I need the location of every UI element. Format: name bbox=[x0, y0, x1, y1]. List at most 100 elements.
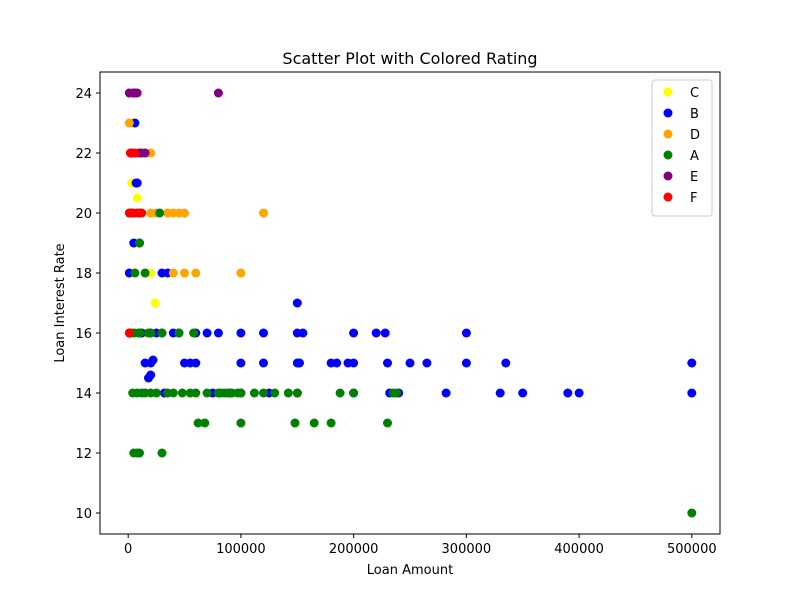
data-point bbox=[563, 388, 573, 398]
y-tick-label: 10 bbox=[75, 507, 92, 522]
points-layer bbox=[124, 88, 697, 518]
data-point bbox=[168, 388, 178, 398]
y-tick-label: 22 bbox=[75, 147, 92, 162]
data-point bbox=[332, 358, 342, 368]
data-point bbox=[146, 328, 156, 338]
data-point bbox=[146, 370, 156, 380]
y-tick-label: 18 bbox=[75, 267, 92, 282]
data-point bbox=[180, 268, 189, 278]
x-tick-label: 100000 bbox=[216, 542, 266, 557]
legend-label: D bbox=[690, 128, 700, 143]
data-point bbox=[349, 388, 359, 398]
data-point bbox=[236, 388, 246, 398]
data-point bbox=[191, 388, 201, 398]
series-B bbox=[124, 118, 697, 398]
legend-marker bbox=[663, 150, 673, 160]
data-point bbox=[236, 358, 246, 368]
data-point bbox=[298, 328, 308, 338]
data-point bbox=[687, 508, 697, 518]
data-point bbox=[270, 388, 280, 398]
data-point bbox=[335, 388, 345, 398]
data-point bbox=[135, 328, 144, 338]
data-point bbox=[157, 328, 167, 338]
legend-marker bbox=[663, 108, 673, 118]
data-point bbox=[157, 448, 167, 458]
y-tick-label: 14 bbox=[75, 387, 92, 402]
legend-label: C bbox=[690, 86, 699, 101]
data-point bbox=[132, 88, 142, 98]
data-point bbox=[290, 418, 300, 428]
legend-label: F bbox=[690, 191, 697, 206]
data-point bbox=[283, 388, 293, 398]
legend-marker bbox=[663, 171, 673, 181]
data-point bbox=[392, 388, 401, 398]
data-point bbox=[371, 328, 381, 338]
data-point bbox=[259, 358, 268, 368]
data-point bbox=[236, 328, 246, 338]
data-point bbox=[174, 328, 184, 338]
data-point bbox=[422, 358, 432, 368]
x-tick-label: 300000 bbox=[442, 542, 492, 557]
data-point bbox=[130, 148, 140, 158]
data-point bbox=[383, 418, 392, 428]
y-axis-label: Loan Interest Rate bbox=[53, 243, 68, 362]
data-point bbox=[236, 418, 246, 428]
data-point bbox=[380, 328, 390, 338]
data-point bbox=[687, 388, 697, 398]
data-point bbox=[461, 358, 471, 368]
legend-label: E bbox=[690, 170, 698, 185]
data-point bbox=[259, 388, 268, 398]
data-point bbox=[168, 268, 178, 278]
legend-marker bbox=[663, 129, 673, 139]
data-point bbox=[140, 148, 150, 158]
data-point bbox=[383, 358, 392, 368]
data-point bbox=[349, 328, 359, 338]
y-tick-label: 16 bbox=[75, 327, 92, 342]
legend-marker bbox=[663, 87, 673, 97]
x-axis-label: Loan Amount bbox=[367, 563, 453, 578]
data-point bbox=[151, 388, 161, 398]
axes-layer: 0 100000 200000 300000 400000 500000 10 12 14 16 1… bbox=[75, 71, 721, 557]
data-point bbox=[137, 208, 147, 218]
data-point bbox=[518, 388, 528, 398]
data-point bbox=[495, 388, 505, 398]
data-point bbox=[213, 328, 223, 338]
data-point bbox=[349, 358, 359, 368]
data-point bbox=[124, 118, 134, 128]
data-point bbox=[135, 448, 144, 458]
data-point bbox=[140, 268, 150, 278]
data-point bbox=[191, 268, 201, 278]
chart-title: Scatter Plot with Colored Rating bbox=[282, 49, 537, 68]
x-tick-label: 500000 bbox=[667, 542, 717, 557]
data-point bbox=[259, 328, 268, 338]
data-point bbox=[177, 388, 187, 398]
data-point bbox=[326, 418, 336, 428]
data-point bbox=[213, 88, 223, 98]
data-point bbox=[124, 328, 134, 338]
data-point bbox=[292, 388, 302, 398]
x-tick-label: 400000 bbox=[554, 542, 604, 557]
series-F bbox=[124, 148, 147, 338]
x-tick-label: 200000 bbox=[329, 542, 379, 557]
data-point bbox=[189, 328, 199, 338]
data-point bbox=[295, 358, 304, 368]
y-tick-label: 24 bbox=[75, 87, 92, 102]
data-point bbox=[687, 358, 697, 368]
data-point bbox=[441, 388, 451, 398]
legend-label: B bbox=[690, 107, 699, 122]
data-point bbox=[405, 358, 415, 368]
data-point bbox=[132, 178, 142, 188]
data-point bbox=[200, 418, 210, 428]
data-point bbox=[501, 358, 511, 368]
data-point bbox=[461, 328, 471, 338]
data-point bbox=[135, 238, 144, 248]
data-point bbox=[249, 388, 259, 398]
x-tick-label: 0 bbox=[124, 542, 132, 557]
data-point bbox=[180, 208, 189, 218]
data-point bbox=[132, 193, 142, 203]
data-point bbox=[150, 298, 160, 308]
data-point bbox=[292, 298, 302, 308]
